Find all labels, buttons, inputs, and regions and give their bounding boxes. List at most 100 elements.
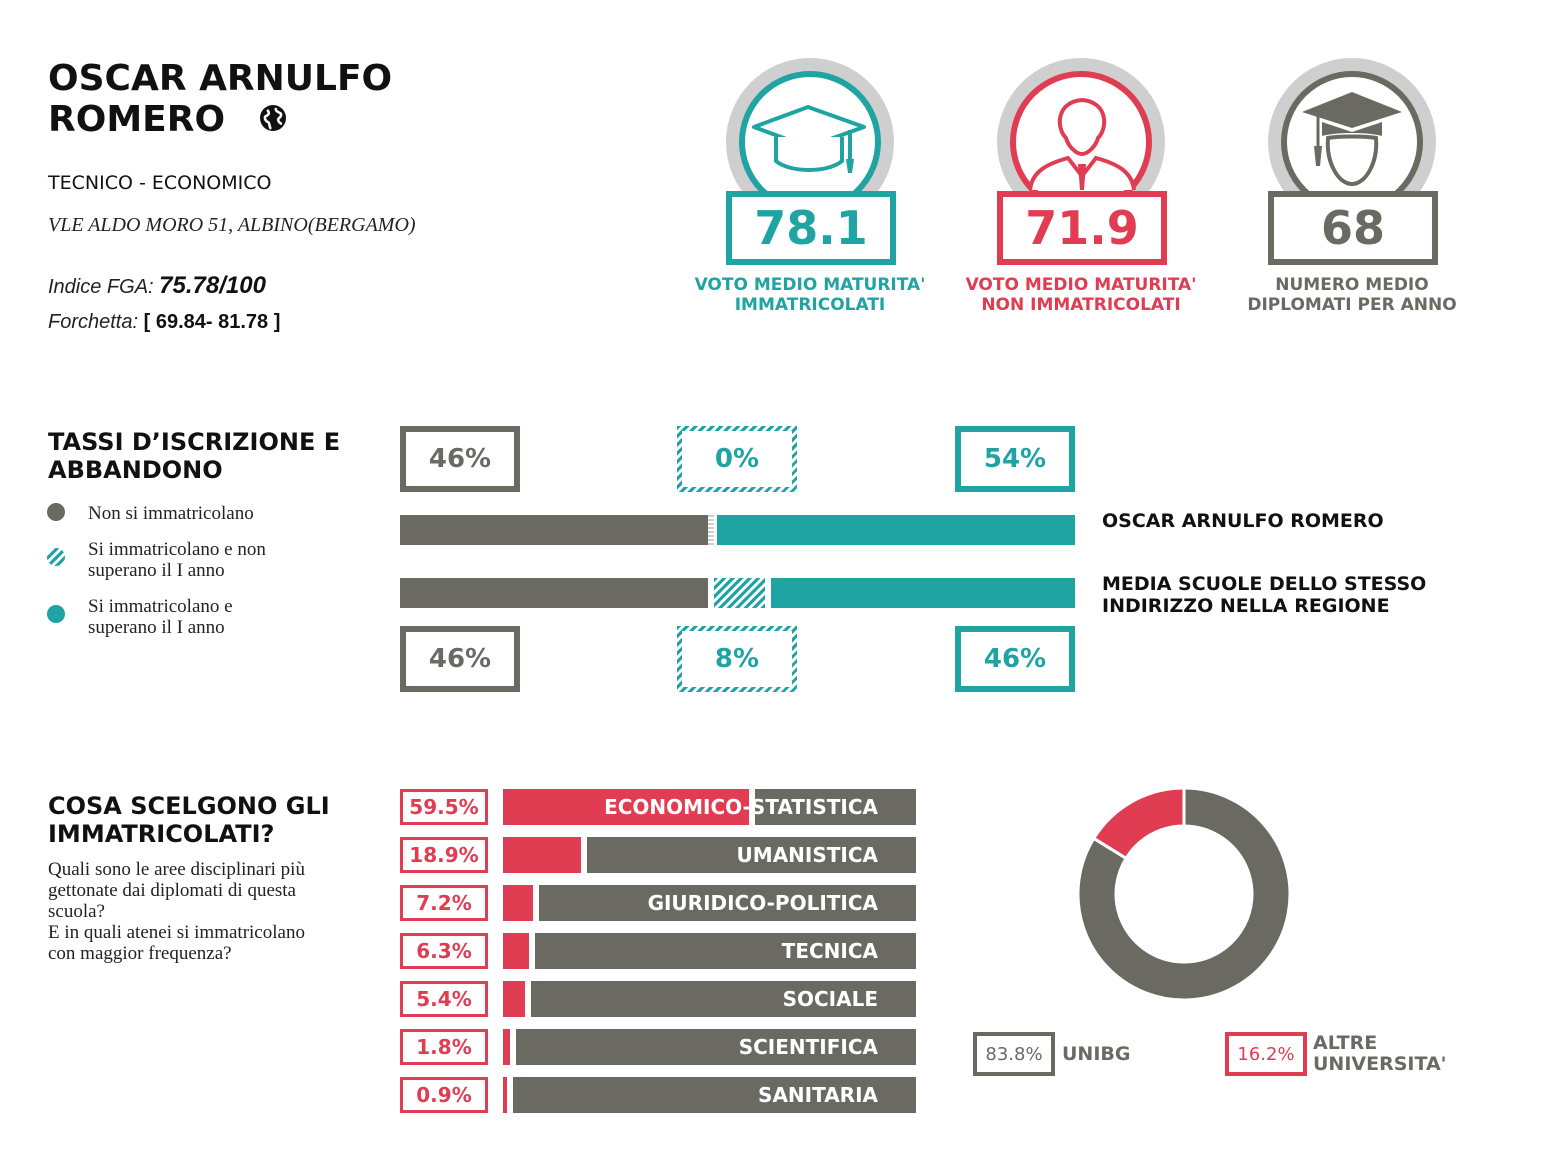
area-pct: 7.2% [400,885,488,921]
area-row: 0.9% SANITARIA [400,1077,916,1113]
area-row: 59.5% ECONOMICO-STATISTICA [400,789,916,825]
area-bar-rest [531,981,916,1017]
stat-label-line1: VOTO MEDIO MATURITA' [965,275,1197,295]
school-address: VLE ALDO MORO 51, ALBINO(BERGAMO) [48,214,416,236]
desc-line: Quali sono le aree disciplinari più [48,859,305,880]
stat-label: NUMERO MEDIO DIPLOMATI PER ANNO [1212,275,1492,315]
legend-text-line1: Non si immatricolano [88,503,254,524]
area-pct: 5.4% [400,981,488,1017]
enrollment-title-line1: TASSI D’ISCRIZIONE E [48,428,341,456]
region-passed-pct: 46% [955,626,1075,692]
enrollment-title: TASSI D’ISCRIZIONE E ABBANDONO [48,428,340,484]
area-track: TECNICA [503,933,916,969]
school-name-line2: ROMERO [48,99,392,140]
area-pct: 59.5% [400,789,488,825]
stat-label-line2: IMMATRICOLATI [734,295,886,315]
region-stacked-bar [400,578,1075,608]
area-bar-value [503,1029,511,1065]
area-pct: 18.9% [400,837,488,873]
area-bar-value [503,885,533,921]
fga-index: Indice FGA: 75.78/100 [48,272,266,300]
range-value: [ 69.84- 81.78 ] [143,311,281,333]
altre-label-line2: UNIVERSITA' [1313,1053,1447,1075]
fga-range: Forchetta: [ 69.84- 81.78 ] [48,311,280,334]
school-dropout-pct-box: 0% [677,426,797,492]
area-name: SOCIALE [782,987,878,1011]
bar-not-enrolled [400,515,708,545]
range-label: Forchetta: [48,311,139,333]
graduate-student-icon [1302,92,1402,187]
area-row: 7.2% GIURIDICO-POLITICA [400,885,916,921]
altre-pct: 16.2% [1225,1032,1307,1076]
stat-value: 71.9 [997,191,1167,265]
area-pct: 1.8% [400,1029,488,1065]
desc-line: con maggior frequenza? [48,943,232,964]
desc-line: scuola? [48,901,105,922]
area-bar-rest [538,885,916,921]
legend-dropout: Si immatricolano e non superano il I ann… [88,539,266,581]
legend-text-line2: superano il I anno [88,617,225,638]
legend-text-line1: Si immatricolano e non [88,539,266,560]
choices-title-line1: COSA SCELGONO GLI [48,792,330,820]
globe-icon[interactable] [258,103,288,133]
bar-passed [716,515,1075,545]
stat-label: VOTO MEDIO MATURITA' IMMATRICOLATI [670,275,950,315]
donut-slice-unibg [1076,786,1292,1002]
person-icon [1028,97,1136,191]
stat-label: VOTO MEDIO MATURITA' NON IMMATRICOLATI [941,275,1221,315]
stat-label-line2: NON IMMATRICOLATI [981,295,1181,315]
choices-title-line2: IMMATRICOLATI? [48,820,275,848]
area-row: 1.8% SCIENTIFICA [400,1029,916,1065]
school-bar-label: OSCAR ARNULFO ROMERO [1102,510,1384,532]
choices-description: Quali sono le aree disciplinari più gett… [48,859,305,964]
area-bar-rest [587,837,916,873]
area-bar-rest [516,1029,916,1065]
area-name: TECNICA [781,939,878,963]
area-bar-rest [535,933,916,969]
legend-text-line2: superano il I anno [88,560,225,581]
bar-passed [770,578,1075,608]
graduation-cap-icon [752,105,866,173]
school-name: OSCAR ARNULFO ROMERO [48,58,392,140]
area-bar-value [503,981,526,1017]
legend-text-line1: Si immatricolano e [88,596,233,617]
stat-value: 78.1 [726,191,896,265]
bar-not-enrolled [400,578,708,608]
area-row: 5.4% SOCIALE [400,981,916,1017]
area-track: GIURIDICO-POLITICA [503,885,916,921]
choices-title: COSA SCELGONO GLI IMMATRICOLATI? [48,792,330,848]
area-track: SANITARIA [503,1077,916,1113]
altre-label-line1: ALTRE [1313,1032,1378,1054]
unibg-label: UNIBG [1062,1043,1131,1065]
bar-label-line2: INDIRIZZO NELLA REGIONE [1102,595,1390,617]
area-bar-value [503,789,749,825]
area-name: UMANISTICA [736,843,878,867]
school-dropout-pct: 0% [682,431,792,487]
area-name: GIURIDICO-POLITICA [647,891,878,915]
area-bar-rest [754,789,916,825]
stat-label-line1: NUMERO MEDIO [1275,275,1429,295]
area-pct: 0.9% [400,1077,488,1113]
bar-dropout [713,578,765,608]
bar-dropout [707,515,714,545]
legend-dot-not-enrolled [47,503,65,521]
area-row: 6.3% TECNICA [400,933,916,969]
region-bar-label: MEDIA SCUOLE DELLO STESSO INDIRIZZO NELL… [1102,573,1426,617]
bar-label-line1: MEDIA SCUOLE DELLO STESSO [1102,573,1427,595]
legend-dot-passed [47,605,65,623]
area-row: 18.9% UMANISTICA [400,837,916,873]
area-bar-value [503,933,530,969]
region-dropout-pct-box: 8% [677,626,797,692]
region-dropout-pct: 8% [682,631,792,687]
altre-label: ALTRE UNIVERSITA' [1313,1033,1446,1075]
desc-line: gettonate dai diplomati di questa [48,880,296,901]
area-track: UMANISTICA [503,837,916,873]
legend-not-enrolled: Non si immatricolano [88,503,254,524]
stat-label-line2: DIPLOMATI PER ANNO [1247,295,1457,315]
desc-line: E in quali atenei si immatricolano [48,922,305,943]
legend-dot-dropout [47,548,65,566]
school-type: TECNICO - ECONOMICO [48,172,272,194]
area-track: ECONOMICO-STATISTICA [503,789,916,825]
area-name: SANITARIA [758,1083,878,1107]
fga-value: 75.78/100 [159,272,266,299]
